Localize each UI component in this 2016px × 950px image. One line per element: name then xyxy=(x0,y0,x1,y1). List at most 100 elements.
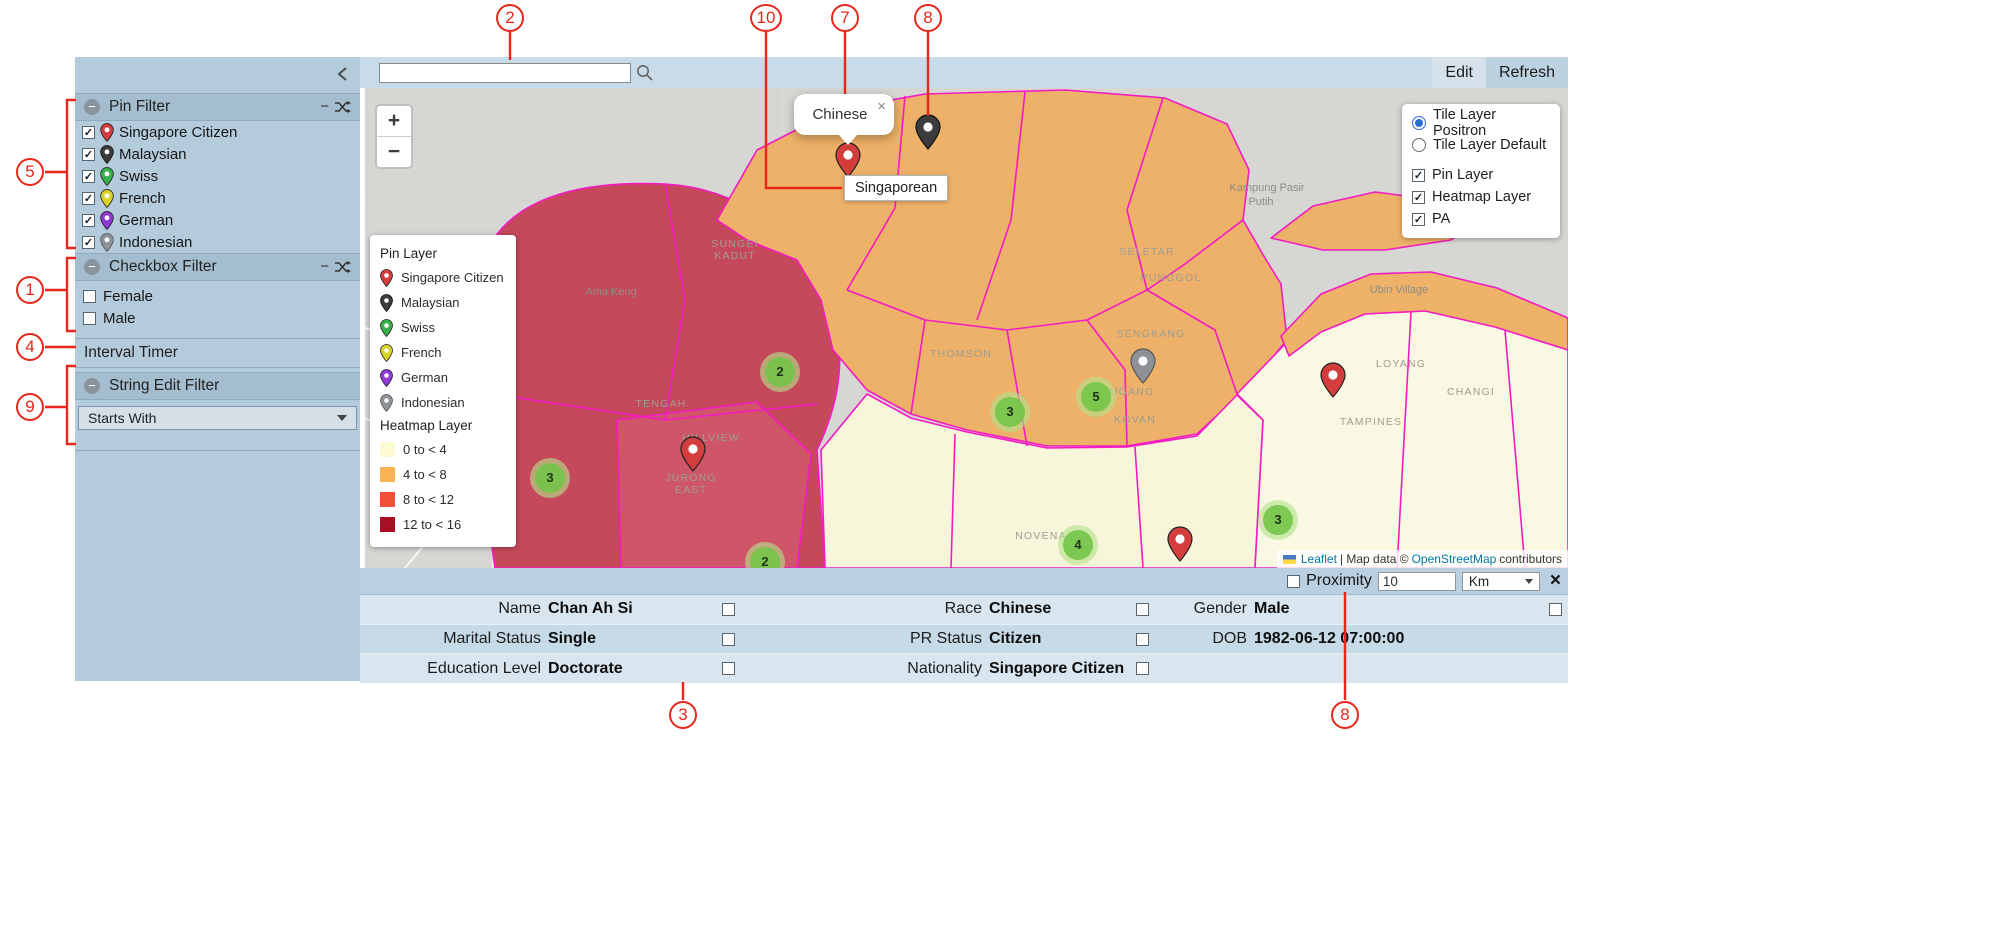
refresh-button[interactable]: Refresh xyxy=(1485,57,1568,88)
overlay-option[interactable]: Pin Layer xyxy=(1412,164,1550,186)
pin-filter-item[interactable]: Swiss xyxy=(75,165,360,187)
checkbox-filter-header: Checkbox Filter xyxy=(75,253,360,281)
heatmap-swatch xyxy=(380,517,395,532)
field-value: Citizen xyxy=(989,630,1042,648)
checkbox-checked[interactable] xyxy=(1412,168,1425,182)
cluster-count: 5 xyxy=(1081,382,1111,412)
proximity-unit-dropdown[interactable]: Km xyxy=(1461,571,1540,591)
collapse-checkbox-filter-icon[interactable] xyxy=(84,259,100,275)
cluster-marker[interactable]: 4 xyxy=(1058,525,1098,565)
map-pin-red[interactable] xyxy=(1320,362,1346,403)
interval-timer-section[interactable]: Interval Timer xyxy=(75,338,360,368)
radio-unselected[interactable] xyxy=(1412,138,1426,152)
overlay-option[interactable]: PA xyxy=(1412,208,1550,230)
proximity-close-icon[interactable]: × xyxy=(1549,570,1561,591)
collapse-sidebar-icon[interactable] xyxy=(338,67,347,81)
field-label: Race xyxy=(944,600,982,618)
openstreetmap-link[interactable]: OpenStreetMap xyxy=(1411,552,1497,566)
checkbox-filter-item[interactable]: Male xyxy=(75,307,360,329)
callout-2: 2 xyxy=(496,4,524,32)
field-checkbox[interactable] xyxy=(722,632,735,646)
collapse-string-filter-icon[interactable] xyxy=(84,378,100,394)
checkbox-filter-title: Checkbox Filter xyxy=(109,258,217,275)
pin-filter-item[interactable]: French xyxy=(75,187,360,209)
minus-icon[interactable] xyxy=(320,260,329,274)
base-layer-option[interactable]: Tile Layer Positron xyxy=(1412,107,1550,139)
checkbox-unchecked[interactable] xyxy=(83,289,96,303)
legend-label: French xyxy=(401,345,442,360)
cluster-marker[interactable]: 5 xyxy=(1076,377,1116,417)
checkbox-unchecked[interactable] xyxy=(83,311,96,325)
field-checkbox[interactable] xyxy=(722,602,735,616)
collapse-pin-filter-icon[interactable] xyxy=(84,99,100,115)
legend-item: 4 to < 8 xyxy=(380,462,506,487)
legend-item: Indonesian xyxy=(380,390,506,415)
black-pin-icon xyxy=(380,293,393,312)
base-layer-option[interactable]: Tile Layer Default xyxy=(1412,134,1550,156)
map-legend: Pin Layer Singapore Citizen Malaysian Sw… xyxy=(370,235,516,547)
string-edit-filter-title: String Edit Filter xyxy=(109,377,220,394)
callout-4: 4 xyxy=(16,333,44,361)
checkbox-checked[interactable] xyxy=(82,235,95,249)
edit-button[interactable]: Edit xyxy=(1432,57,1486,88)
minus-icon[interactable] xyxy=(320,100,329,114)
field-value: Chan Ah Si xyxy=(548,600,633,618)
map-pin-black[interactable] xyxy=(915,114,941,155)
popup-close-icon[interactable]: × xyxy=(877,98,886,115)
checkbox-filter-label: Male xyxy=(103,309,136,327)
zoom-out-button[interactable]: − xyxy=(377,136,411,167)
leaflet-link[interactable]: Leaflet xyxy=(1300,552,1337,566)
field-value: Singapore Citizen xyxy=(989,659,1125,677)
map-popup: Chinese × xyxy=(794,94,894,145)
proximity-distance-input[interactable] xyxy=(1377,571,1456,591)
cluster-marker[interactable]: 3 xyxy=(530,458,570,498)
radio-selected[interactable] xyxy=(1412,116,1426,130)
checkbox-checked[interactable] xyxy=(82,147,95,161)
checkbox-checked[interactable] xyxy=(1412,190,1425,204)
overlay-option[interactable]: Heatmap Layer xyxy=(1412,186,1550,208)
proximity-unit: Km xyxy=(1468,573,1490,589)
map-canvas[interactable]: SUNGEI KADUT MANDAI SELETAR PUNGGOL Kamp… xyxy=(365,88,1568,568)
checkbox-filter-item[interactable]: Female xyxy=(75,285,360,307)
pin-filter-item[interactable]: Indonesian xyxy=(75,231,360,253)
checkbox-checked[interactable] xyxy=(82,169,95,183)
checkbox-checked[interactable] xyxy=(1412,212,1425,226)
shuffle-icon[interactable] xyxy=(334,101,351,113)
string-match-dropdown[interactable]: Starts With xyxy=(78,406,357,430)
field-checkbox[interactable] xyxy=(1136,602,1149,616)
top-toolbar: Edit Refresh xyxy=(360,57,1568,88)
legend-heatmap-title: Heatmap Layer xyxy=(380,418,473,433)
field-checkbox[interactable] xyxy=(1549,602,1562,616)
checkbox-checked[interactable] xyxy=(82,213,95,227)
field-checkbox[interactable] xyxy=(722,662,735,676)
attribution-text: contributors xyxy=(1499,552,1562,566)
black-pin-icon xyxy=(100,144,114,164)
pin-filter-item[interactable]: Singapore Citizen xyxy=(75,121,360,143)
pin-filter-item[interactable]: Malaysian xyxy=(75,143,360,165)
legend-item: Malaysian xyxy=(380,290,506,315)
search-icon[interactable] xyxy=(636,64,653,81)
field-checkbox[interactable] xyxy=(1136,662,1149,676)
checkbox-checked[interactable] xyxy=(82,125,95,139)
cluster-marker[interactable]: 2 xyxy=(745,542,785,568)
zoom-in-button[interactable]: + xyxy=(377,106,411,136)
map-pin-gray[interactable] xyxy=(1130,348,1156,389)
proximity-checkbox[interactable] xyxy=(1287,574,1301,588)
checkbox-checked[interactable] xyxy=(82,191,95,205)
shuffle-icon[interactable] xyxy=(334,261,351,273)
field-label: Marital Status xyxy=(443,630,541,648)
cluster-count: 2 xyxy=(765,357,795,387)
overlay-label: PA xyxy=(1432,211,1451,227)
map-pin-red[interactable] xyxy=(680,436,706,477)
pin-filter-item[interactable]: German xyxy=(75,209,360,231)
yellow-pin-icon xyxy=(380,343,393,362)
search-input[interactable] xyxy=(379,62,631,83)
cluster-marker[interactable]: 2 xyxy=(760,352,800,392)
map-pin-red[interactable] xyxy=(835,142,861,183)
cluster-marker[interactable]: 3 xyxy=(990,392,1030,432)
field-checkbox[interactable] xyxy=(1136,632,1149,646)
cluster-count: 3 xyxy=(1263,505,1293,535)
callout-1: 1 xyxy=(16,276,44,304)
map-pin-red[interactable] xyxy=(1167,526,1193,567)
cluster-marker[interactable]: 3 xyxy=(1258,500,1298,540)
